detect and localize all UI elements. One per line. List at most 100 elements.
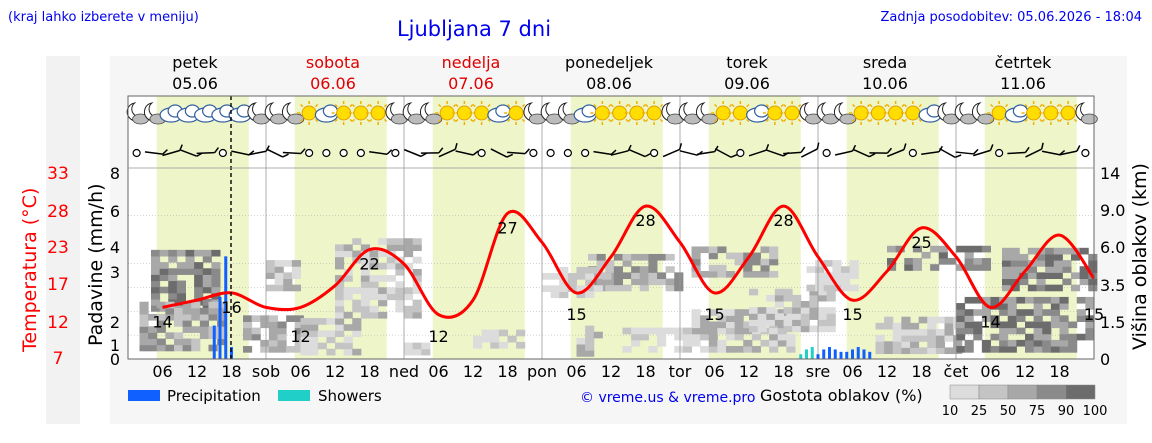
cloud-cell bbox=[792, 319, 802, 327]
cloud-cell bbox=[1002, 278, 1012, 286]
cloud-cell bbox=[956, 321, 966, 329]
sun-ray bbox=[1056, 103, 1060, 108]
cloud-cell bbox=[156, 301, 166, 309]
sun-shape bbox=[439, 105, 455, 121]
cloud-cell bbox=[1016, 296, 1026, 304]
cloud-cell bbox=[412, 275, 422, 282]
cloud-cell bbox=[631, 278, 641, 286]
cloud-cell bbox=[412, 268, 422, 276]
cloud-cell bbox=[990, 333, 1000, 341]
cloud-cell bbox=[1071, 253, 1081, 261]
cloud-cell bbox=[191, 301, 201, 309]
cloud-cell bbox=[596, 253, 606, 261]
cloud-cell bbox=[743, 327, 753, 335]
cloud-cell bbox=[708, 327, 718, 335]
day-name: ponedeljek bbox=[565, 53, 654, 72]
cloud-cell bbox=[352, 324, 362, 331]
wind-feather bbox=[282, 153, 289, 158]
cloud-cell bbox=[792, 313, 802, 320]
location-hint[interactable]: (kraj lahko izberete v meniju) bbox=[8, 10, 199, 25]
cloud-cell bbox=[665, 278, 675, 286]
cloud-cell bbox=[294, 315, 304, 322]
sun-ray bbox=[1004, 118, 1009, 123]
cloud-height-tick: 0 bbox=[1100, 350, 1110, 369]
wind-shaft bbox=[955, 151, 974, 155]
cloud-cell bbox=[717, 327, 727, 335]
hour-label: 12 bbox=[463, 362, 483, 381]
cloud-cell bbox=[335, 324, 345, 331]
cloud-height-tick: 1.5 bbox=[1100, 313, 1125, 332]
cloud-cell bbox=[326, 336, 336, 344]
wind-shaft bbox=[610, 150, 629, 156]
cloud-cell bbox=[769, 346, 779, 353]
temperature-value-label: 28 bbox=[773, 211, 793, 230]
wind-shaft bbox=[921, 151, 940, 155]
cloud-cell bbox=[550, 291, 560, 299]
cloud-cell bbox=[815, 278, 825, 286]
cloud-cell bbox=[1007, 327, 1017, 335]
cloud-cell bbox=[613, 284, 623, 292]
wind-barb bbox=[662, 143, 683, 158]
cloud-cell bbox=[792, 325, 802, 333]
sun-ray bbox=[714, 103, 718, 108]
cloud-cell bbox=[717, 315, 727, 322]
sun-ray bbox=[314, 103, 319, 108]
cloud-cell bbox=[139, 344, 149, 352]
cloud-cell bbox=[1053, 260, 1063, 267]
cloud-cell bbox=[910, 341, 920, 348]
cloud-cell bbox=[369, 250, 379, 258]
wind-calm-mark bbox=[477, 148, 486, 158]
cloud-cell bbox=[139, 313, 149, 321]
sun-shape bbox=[612, 105, 628, 121]
cloud-cell bbox=[1042, 327, 1052, 335]
wind-calm-mark bbox=[736, 148, 745, 158]
cloud-cell bbox=[622, 253, 632, 261]
cloud-cell bbox=[935, 335, 945, 342]
cloud-cell bbox=[585, 266, 595, 274]
cloud-cell bbox=[757, 307, 767, 314]
temperature-value-label: 28 bbox=[635, 211, 655, 230]
wind-barb bbox=[801, 142, 820, 158]
temperature-line bbox=[162, 204, 1096, 319]
weather-icon bbox=[176, 104, 200, 123]
wind-shaft bbox=[628, 148, 646, 158]
cloud-cell bbox=[1016, 327, 1026, 335]
wind-barb bbox=[507, 148, 530, 155]
sun-shape bbox=[888, 105, 904, 121]
cloud-cell bbox=[841, 278, 851, 286]
cloud-cell bbox=[734, 252, 744, 260]
cloud-cell bbox=[841, 272, 851, 280]
sun-ray bbox=[645, 118, 649, 123]
cloud-cell bbox=[421, 348, 431, 356]
cloud-cell bbox=[841, 266, 851, 273]
cloud-cell bbox=[567, 273, 577, 280]
cloud-cell bbox=[335, 330, 345, 337]
cloud-cell bbox=[1007, 296, 1017, 304]
cloud-cell bbox=[964, 315, 974, 322]
precipitation-bar bbox=[822, 349, 826, 359]
cloud-cell bbox=[956, 346, 966, 353]
cloud-cell bbox=[386, 244, 396, 252]
cloud-cell bbox=[726, 252, 736, 260]
hour-label: 06 bbox=[428, 362, 448, 381]
cloud-cell bbox=[605, 260, 615, 267]
cloud-scale-label: 25 bbox=[971, 404, 988, 419]
wind-barb bbox=[196, 147, 220, 155]
sun-ray bbox=[1073, 118, 1078, 123]
cloud-cell bbox=[1050, 346, 1060, 353]
cloud-cell bbox=[151, 298, 161, 306]
temperature-value-label: 12 bbox=[290, 327, 310, 346]
cloud-cell bbox=[1071, 272, 1081, 280]
wind-calm-mark bbox=[546, 148, 555, 158]
cloud-cell bbox=[185, 249, 195, 257]
cloud-cell bbox=[944, 335, 954, 342]
sun-ray bbox=[438, 103, 442, 108]
credit-link[interactable]: © vreme.us & vreme.pro bbox=[580, 390, 755, 406]
cloud-cell bbox=[202, 280, 212, 288]
cloud-cell bbox=[395, 244, 405, 252]
cloud-cell bbox=[806, 284, 816, 292]
sun-ray bbox=[625, 118, 629, 123]
cloud-cell bbox=[286, 315, 296, 322]
cloud-cell bbox=[973, 321, 983, 329]
cloud-cell bbox=[938, 251, 948, 259]
